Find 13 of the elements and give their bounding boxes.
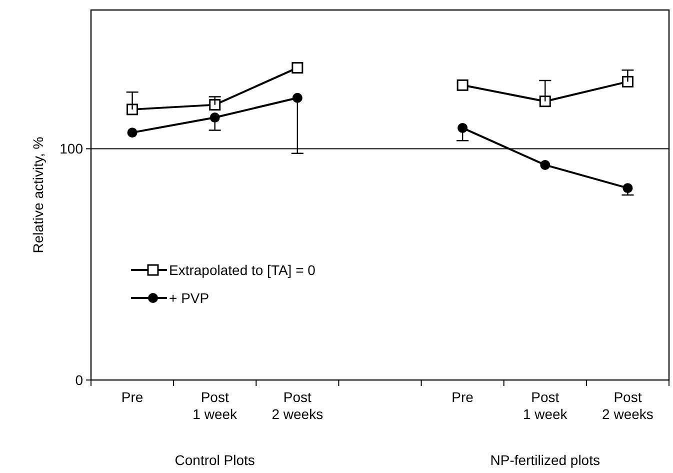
- x-tick-label: Post 1 week: [192, 389, 238, 422]
- y-axis-title: Relative activity, %: [30, 136, 46, 254]
- x-tick-label: Post 1 week: [522, 389, 568, 422]
- legend-label: Extrapolated to [TA] = 0: [169, 262, 316, 278]
- legend-label: + PVP: [169, 290, 210, 306]
- text: Control Plots: [174, 452, 255, 468]
- x-tick-label: Pre: [121, 389, 144, 405]
- text: NP-fertilized plots: [490, 452, 600, 468]
- y-tick-label: 100: [60, 140, 84, 157]
- x-tick-label: Pre: [452, 389, 474, 405]
- x-tick-label: Post 2 weeks: [272, 389, 324, 422]
- y-tick-label: 0: [75, 372, 84, 388]
- x-tick-label: Post 2 weeks: [602, 389, 654, 422]
